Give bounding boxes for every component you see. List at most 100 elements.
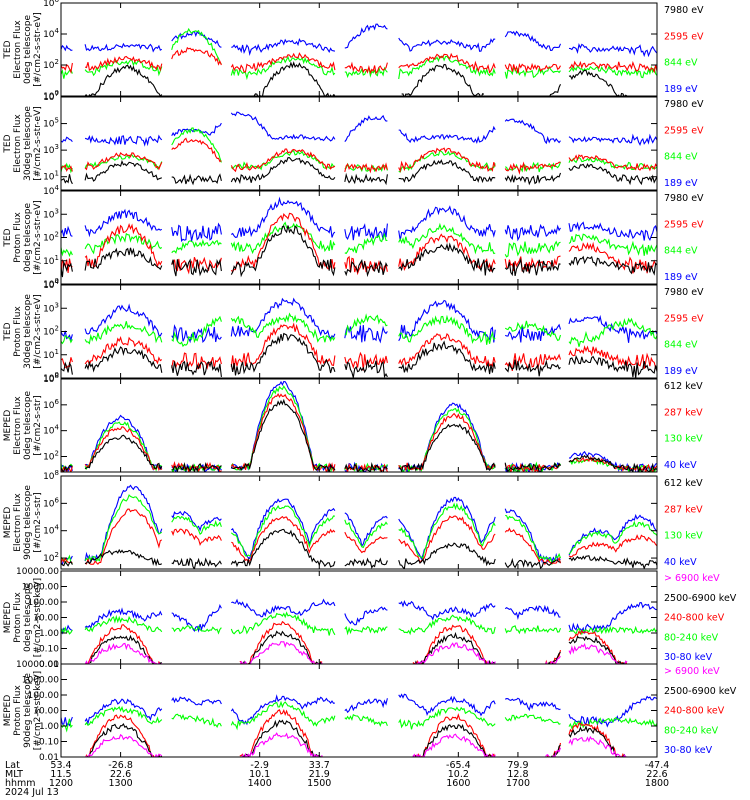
y-tick-label: 1.00 bbox=[39, 722, 59, 732]
series-line-844-ev bbox=[504, 320, 562, 342]
series-line-2595-ev bbox=[568, 60, 657, 74]
x-tick-mlt: 21.9 bbox=[309, 769, 330, 780]
y-tick-label: 103 bbox=[43, 301, 59, 314]
x-tick-mlt: 11.5 bbox=[50, 769, 71, 780]
legend-entry: 2500-6900 keV bbox=[664, 593, 737, 604]
series-line-2500-6900-kev bbox=[414, 631, 496, 664]
series-line-612-kev bbox=[398, 423, 496, 472]
series-line--6900-kev bbox=[85, 733, 163, 757]
x-tick-lat: 79.9 bbox=[507, 760, 528, 771]
series-line-7980-ev bbox=[568, 255, 657, 276]
legend-entry: 612 keV bbox=[664, 381, 703, 392]
panel-frame bbox=[60, 378, 658, 473]
legend-entry: 612 keV bbox=[664, 478, 703, 489]
series-line-7980-ev bbox=[504, 257, 561, 277]
series-line-612-kev bbox=[230, 528, 336, 568]
series-line-287-kev bbox=[568, 534, 657, 558]
series-line-844-ev bbox=[171, 315, 222, 348]
series-line-189-ev bbox=[84, 42, 163, 53]
series-line-240-800-kev bbox=[239, 708, 323, 757]
x-axis-row-label: 2024 Jul 13 bbox=[5, 787, 59, 798]
series-line-189-ev bbox=[344, 324, 388, 344]
series-line-2500-6900-kev bbox=[240, 719, 323, 757]
series-line-189-ev bbox=[230, 297, 336, 340]
legend-entry: 7980 eV bbox=[664, 5, 704, 16]
y-tick-label: 10000.00 bbox=[16, 660, 59, 670]
series-line-844-ev bbox=[504, 65, 561, 79]
x-tick-lat: 33.7 bbox=[309, 760, 330, 771]
x-tick-hhmm: 1300 bbox=[109, 778, 133, 789]
series-line-2595-ev bbox=[84, 55, 163, 72]
series-line-2595-ev bbox=[84, 151, 163, 171]
y-axis-label: MEPEDElectron Flux0deg telescope[#/cm2-s… bbox=[3, 391, 43, 461]
series-line-2595-ev bbox=[398, 233, 496, 272]
series-line-80-240-kev bbox=[568, 625, 657, 636]
series-line-2500-6900-kev bbox=[544, 651, 561, 664]
series-line-844-ev bbox=[61, 335, 73, 345]
legend-entry: 40 keV bbox=[664, 460, 697, 471]
series-line-80-240-kev bbox=[344, 714, 388, 727]
legend-entry: 30-80 keV bbox=[664, 745, 713, 756]
series-line-2595-ev bbox=[398, 52, 496, 74]
series-line-844-ev bbox=[84, 321, 163, 345]
legend-entry: 130 keV bbox=[664, 531, 703, 542]
series-line-80-240-kev bbox=[171, 713, 222, 729]
series-line-844-ev bbox=[398, 222, 496, 255]
series-line-80-240-kev bbox=[84, 705, 163, 726]
series-line-30-80-kev bbox=[171, 696, 222, 706]
series-line-844-ev bbox=[344, 313, 388, 336]
series-line-189-ev bbox=[61, 330, 73, 342]
series-line-7980-ev bbox=[171, 173, 222, 186]
x-tick-hhmm: 1600 bbox=[446, 778, 470, 789]
series-line-2595-ev bbox=[61, 258, 73, 273]
y-tick-label: 104 bbox=[43, 424, 59, 437]
series-line-2595-ev bbox=[84, 335, 163, 367]
series-line-189-ev bbox=[61, 225, 73, 237]
series-line-240-800-kev bbox=[85, 714, 163, 757]
series-line-7980-ev bbox=[61, 260, 73, 278]
series-line-30-80-kev bbox=[230, 694, 336, 726]
legend-entry: 189 eV bbox=[664, 84, 698, 95]
series-line-844-ev bbox=[344, 162, 388, 173]
series-line-612-kev bbox=[61, 464, 73, 472]
series-line-612-kev bbox=[61, 560, 73, 567]
series-line-130-kev bbox=[505, 514, 562, 566]
series-line-844-ev bbox=[230, 312, 336, 343]
legend-entry: 844 eV bbox=[664, 152, 698, 163]
series-line-287-kev bbox=[230, 392, 336, 472]
x-tick-lat: -2.9 bbox=[250, 760, 269, 771]
series-line-189-ev bbox=[344, 223, 388, 241]
legend-entry: 7980 eV bbox=[664, 99, 704, 110]
legend-entry: 189 eV bbox=[664, 272, 698, 283]
series-line-7980-ev bbox=[84, 346, 163, 373]
series-line-7980-ev bbox=[344, 172, 388, 186]
series-line-2595-ev bbox=[398, 333, 496, 368]
y-axis-label: TEDProton Flux30deg telescope[#/cm2-s-st… bbox=[3, 294, 43, 369]
y-tick-label: 106 bbox=[43, 398, 59, 411]
series-line-7980-ev bbox=[61, 174, 73, 185]
series-line-189-ev bbox=[568, 133, 657, 146]
series-line-2595-ev bbox=[171, 46, 222, 66]
series-line-189-ev bbox=[505, 323, 562, 343]
x-tick-hhmm: 1200 bbox=[49, 778, 73, 789]
series-line-2595-ev bbox=[230, 322, 336, 370]
series-line-2595-ev bbox=[171, 137, 222, 163]
y-tick-label: 103 bbox=[43, 207, 59, 220]
y-tick-label: 1.00 bbox=[39, 629, 59, 639]
series-line-189-ev bbox=[84, 303, 163, 337]
legend-entry: 844 eV bbox=[664, 246, 698, 257]
panel-7-traces bbox=[61, 598, 657, 664]
y-tick-label: 101 bbox=[43, 254, 59, 267]
y-tick-label: 100.00 bbox=[28, 691, 60, 701]
series-line--6900-kev bbox=[239, 640, 323, 664]
series-line-612-kev bbox=[568, 454, 657, 472]
series-line-130-kev bbox=[398, 502, 496, 560]
series-line-40-kev bbox=[84, 484, 163, 562]
series-line-612-kev bbox=[84, 548, 163, 567]
y-tick-label: 100.00 bbox=[28, 598, 60, 608]
series-line-189-ev bbox=[171, 324, 222, 344]
